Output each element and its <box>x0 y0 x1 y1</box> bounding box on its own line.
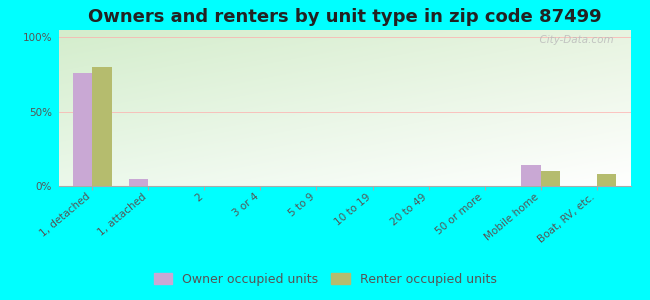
Legend: Owner occupied units, Renter occupied units: Owner occupied units, Renter occupied un… <box>148 268 502 291</box>
Bar <box>129 178 148 186</box>
Bar <box>541 171 560 186</box>
Bar <box>92 67 112 186</box>
Bar <box>597 174 616 186</box>
Bar <box>73 73 92 186</box>
Text: City-Data.com: City-Data.com <box>533 35 614 45</box>
Title: Owners and renters by unit type in zip code 87499: Owners and renters by unit type in zip c… <box>88 8 601 26</box>
Bar <box>521 165 541 186</box>
